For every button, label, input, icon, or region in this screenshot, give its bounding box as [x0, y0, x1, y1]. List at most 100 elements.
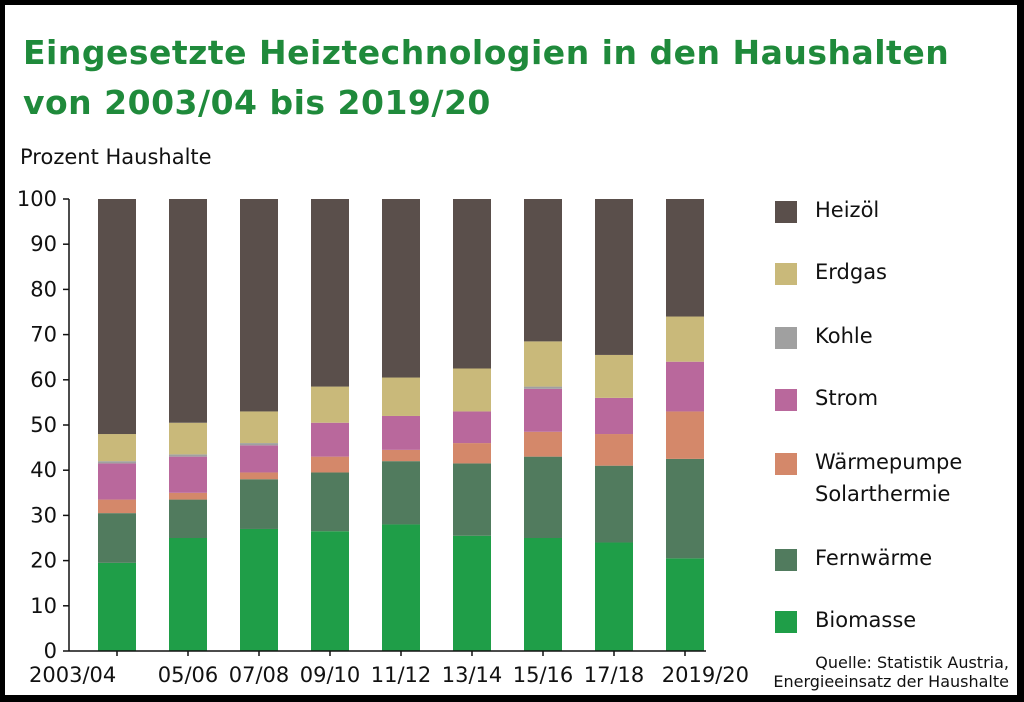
y-tick-label: 0 [44, 639, 57, 663]
x-tick-label: 2003/04 [29, 663, 116, 687]
bar-segment [524, 386, 562, 389]
y-tick-label: 90 [30, 232, 57, 256]
bar-segment [382, 199, 420, 378]
y-tick-label: 80 [30, 277, 57, 301]
bar-segment [595, 354, 633, 398]
bar-segment [382, 377, 420, 416]
bar-segment [98, 199, 136, 435]
bar-segment [311, 199, 349, 387]
legend-label: Fernwärme [815, 546, 933, 570]
y-tick-label: 20 [30, 549, 57, 573]
legend-label: Heizöl [815, 198, 880, 222]
source-line-1: Quelle: Statistik Austria, [815, 653, 1009, 672]
bar-segment [453, 463, 491, 536]
bar-segment [169, 499, 207, 538]
bar-segment [595, 465, 633, 543]
bar-segment [453, 199, 491, 369]
legend-swatch [775, 611, 797, 633]
source-line-2: Energieeinsatz der Haushalte [773, 672, 1009, 691]
bar-segment [240, 445, 278, 473]
bar-segment [311, 456, 349, 473]
bar-segment [98, 434, 136, 462]
bar-segment [382, 415, 420, 450]
bar-segment [311, 422, 349, 457]
x-tick-label: 2019/20 [662, 663, 749, 687]
y-axis-label: Prozent Haushalte [20, 145, 212, 169]
x-tick-label: 05/06 [158, 663, 219, 687]
y-tick-label: 70 [30, 323, 57, 347]
bar-segment [666, 558, 704, 651]
bar-segment [98, 461, 136, 464]
legend-label: Kohle [815, 324, 873, 348]
bar-segment [169, 199, 207, 423]
legend-swatch [775, 327, 797, 349]
legend-label: Biomasse [815, 608, 917, 632]
bar-segment [169, 538, 207, 651]
legend-label: Strom [815, 386, 879, 410]
chart-title-line-1: Eingesetzte Heiztechnologien in den Haus… [23, 33, 950, 72]
bar-segment [311, 386, 349, 423]
bar-segment [98, 562, 136, 651]
bar-segment [524, 431, 562, 457]
legend-swatch [775, 201, 797, 223]
bar-segment [453, 535, 491, 651]
stacked-bar-chart: 0 10 20 30 40 50 60 70 80 90 100 2003/04 05/06 07/08 0… [17, 187, 749, 687]
bar-segment [382, 524, 420, 651]
x-tick-label: 11/12 [371, 663, 432, 687]
bar-segment [666, 199, 704, 317]
y-tick-label: 40 [30, 458, 57, 482]
bar-segment [666, 458, 704, 559]
legend-swatch [775, 549, 797, 571]
bar-segment [240, 528, 278, 651]
bar-segment [666, 361, 704, 412]
bar-segment [524, 199, 562, 342]
y-tick-label: 50 [30, 413, 57, 437]
bar-segment [169, 456, 207, 493]
bar-segment [524, 538, 562, 651]
x-tick-label: 09/10 [300, 663, 361, 687]
bar-segment [524, 341, 562, 387]
legend-swatch [775, 389, 797, 411]
bar-segment [524, 388, 562, 432]
y-tick-label: 30 [30, 503, 57, 527]
x-tick-label: 17/18 [584, 663, 645, 687]
bar-segment [98, 463, 136, 500]
bar-segment [524, 456, 562, 538]
legend-label: Erdgas [815, 260, 888, 284]
x-tick-label: 15/16 [513, 663, 574, 687]
bar-segment [240, 472, 278, 480]
bar-segment [311, 472, 349, 532]
bar-segment [169, 492, 207, 500]
bar-segment [98, 499, 136, 514]
bar-segment [240, 199, 278, 412]
bar-segment [666, 411, 704, 459]
legend-swatch [775, 453, 797, 475]
y-tick-label: 60 [30, 368, 57, 392]
bar-segment [595, 199, 633, 355]
bar-segment [311, 531, 349, 651]
bar-segment [240, 411, 278, 444]
bar-segment [595, 397, 633, 435]
bar-segment [169, 422, 207, 455]
y-tick-label: 10 [30, 594, 57, 618]
source-note: Quelle: Statistik Austria, Energieeinsat… [773, 653, 1009, 691]
bar-segment [453, 411, 491, 444]
y-tick-label: 100 [17, 187, 57, 211]
bar-segment [382, 461, 420, 525]
legend-label: Wärmepumpe Solarthermie [815, 450, 963, 506]
legend-swatch [775, 263, 797, 285]
chart-frame: Eingesetzte Heiztechnologien in den Haus… [5, 5, 1017, 695]
bar-segment [595, 542, 633, 651]
x-tick-label: 07/08 [229, 663, 290, 687]
bar-segment [453, 368, 491, 412]
bar-segment [595, 434, 633, 466]
bar-segment [240, 443, 278, 446]
bar-segment [453, 443, 491, 464]
bar-segment [240, 479, 278, 529]
chart-title-line-2: von 2003/04 bis 2019/20 [23, 83, 491, 122]
bar-segment [169, 454, 207, 457]
bar-segment [98, 513, 136, 563]
bar-segment [382, 449, 420, 462]
bar-segment [666, 316, 704, 362]
x-tick-label: 13/14 [442, 663, 503, 687]
